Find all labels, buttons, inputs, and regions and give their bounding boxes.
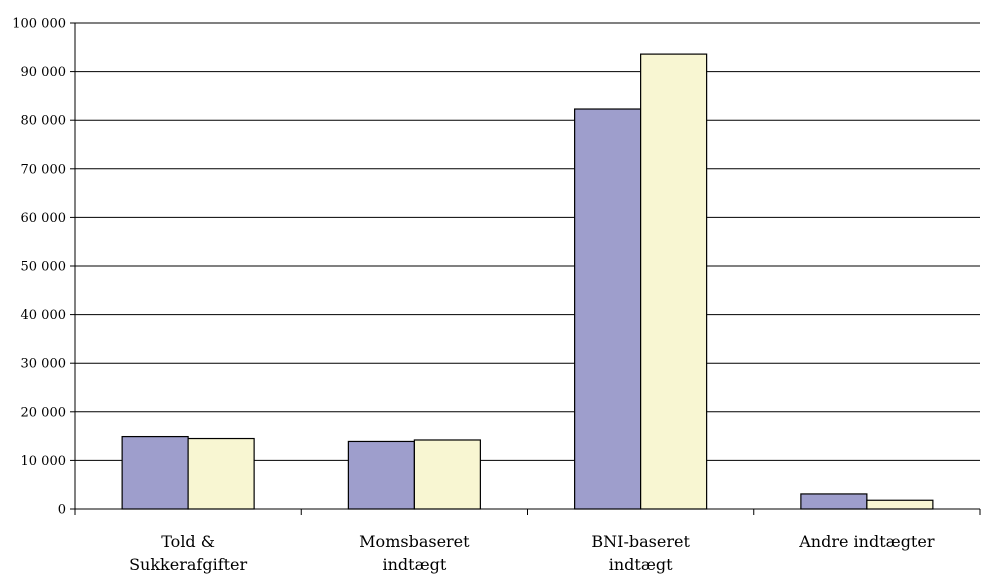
x-category-label: Andre indtægter: [798, 532, 935, 551]
x-category-label-line: Sukkerafgifter: [129, 555, 247, 574]
bar: [413, 439, 481, 510]
x-category-label-line: indtægt: [609, 555, 673, 574]
bar: [121, 435, 189, 510]
x-category-label-line: indtægt: [382, 555, 446, 574]
y-tick-label: 90 000: [21, 65, 67, 80]
y-tick-label: 100 000: [12, 17, 66, 32]
axes: [74, 23, 981, 515]
bar: [187, 437, 255, 510]
y-tick-label: 20 000: [21, 405, 67, 420]
bar: [574, 108, 642, 510]
y-tick-label: 50 000: [21, 260, 67, 275]
x-category-label-line: Andre indtægter: [798, 532, 935, 551]
bar: [866, 499, 934, 510]
gridlines: [75, 22, 980, 461]
x-category-label-line: Told &: [161, 532, 215, 551]
x-category-label: Told & Sukkerafgifter: [129, 532, 247, 574]
x-category-label-line: BNI-baseret: [591, 532, 690, 551]
bar: [347, 440, 415, 510]
y-tick-label: 10 000: [21, 454, 67, 469]
y-axis-ticks: 0 10 000 20 000 30 000 40 000 50 000 60 000 70 …: [12, 17, 75, 518]
x-category-label: BNI-baseret indtægt: [591, 532, 690, 574]
y-tick-label: 0: [58, 503, 66, 518]
y-tick-label: 70 000: [21, 162, 67, 177]
y-tick-label: 30 000: [21, 357, 67, 372]
bar: [640, 53, 708, 510]
x-category-label-line: Momsbaseret: [359, 532, 470, 551]
x-category-label: Momsbaseret indtægt: [359, 532, 470, 574]
y-tick-label: 60 000: [21, 211, 67, 226]
y-tick-label: 40 000: [21, 308, 67, 323]
bar: [800, 493, 868, 510]
y-tick-label: 80 000: [21, 114, 67, 129]
bars: [121, 53, 934, 510]
